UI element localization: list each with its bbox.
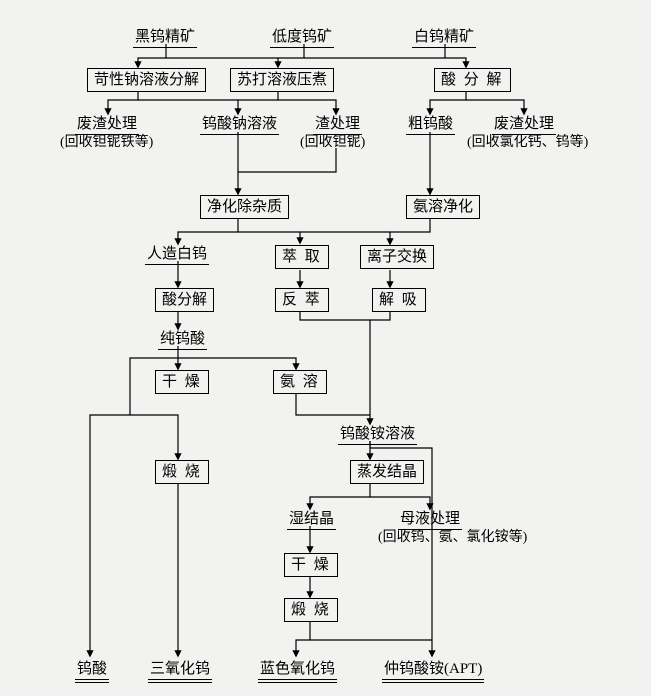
node-p4: 仲钨酸铵(APT) [382, 660, 484, 683]
node-n26: 湿结晶 [287, 510, 336, 530]
edge [130, 415, 178, 459]
node-n19: 解 吸 [372, 288, 426, 312]
edge [300, 311, 370, 415]
node-n22: 氨 溶 [273, 370, 327, 394]
node-n15: 萃 取 [275, 245, 329, 269]
edge [238, 92, 278, 100]
edge [178, 219, 238, 244]
node-n14: 人造白钨 [145, 245, 209, 265]
node-n7s: (回收钽铌铁等) [60, 135, 153, 152]
node-n29: 煅 烧 [284, 598, 338, 622]
edge [310, 484, 370, 509]
node-n5: 苏打溶液压煮 [230, 68, 334, 92]
node-n4: 苛性钠溶液分解 [87, 68, 206, 92]
node-n11s: (回收氯化钙、钨等) [467, 135, 588, 152]
edge [304, 58, 466, 67]
node-n16: 离子交换 [360, 245, 434, 269]
edge [430, 92, 466, 114]
node-n21: 干 燥 [155, 370, 209, 394]
node-n1: 黑钨精矿 [133, 28, 197, 48]
node-n25: 蒸发结晶 [350, 460, 424, 484]
edge [370, 497, 430, 509]
node-n12: 净化除杂质 [200, 195, 289, 219]
node-n7: 废渣处理 [75, 115, 139, 135]
edge [238, 232, 300, 243]
edge [296, 394, 370, 424]
node-n3: 白钨精矿 [412, 28, 476, 48]
edge [138, 100, 238, 114]
node-n10: 粗钨酸 [406, 115, 455, 135]
node-p1: 钨酸 [75, 660, 109, 683]
edge [90, 415, 130, 656]
edge [108, 92, 138, 114]
node-n23: 钨酸铵溶液 [338, 425, 417, 445]
edge [296, 622, 310, 656]
edge [300, 232, 390, 244]
node-n8: 钨酸钠溶液 [200, 115, 279, 135]
node-n27s: (回收钨、氨、氯化铵等) [378, 530, 527, 547]
node-n28: 干 燥 [284, 553, 338, 577]
edge [178, 358, 296, 369]
node-n27: 母液处理 [398, 510, 462, 530]
node-n20: 纯钨酸 [158, 330, 207, 350]
edge [278, 100, 336, 114]
edge [370, 311, 390, 320]
edge [390, 219, 430, 232]
node-n9s: (回收钽铌) [300, 135, 365, 152]
node-n11: 废渣处理 [492, 115, 556, 135]
node-n18: 反 萃 [275, 288, 329, 312]
node-n6: 酸 分 解 [434, 68, 511, 92]
node-n2: 低度钨矿 [270, 28, 334, 48]
edge [466, 100, 524, 114]
node-n13: 氨溶净化 [406, 195, 480, 219]
node-n17: 酸分解 [155, 288, 214, 312]
edge [166, 58, 278, 67]
node-n9: 渣处理 [313, 115, 362, 135]
node-p2: 三氧化钨 [148, 660, 212, 683]
node-n24: 煅 烧 [155, 460, 209, 484]
node-p3: 蓝色氧化钨 [258, 660, 337, 683]
